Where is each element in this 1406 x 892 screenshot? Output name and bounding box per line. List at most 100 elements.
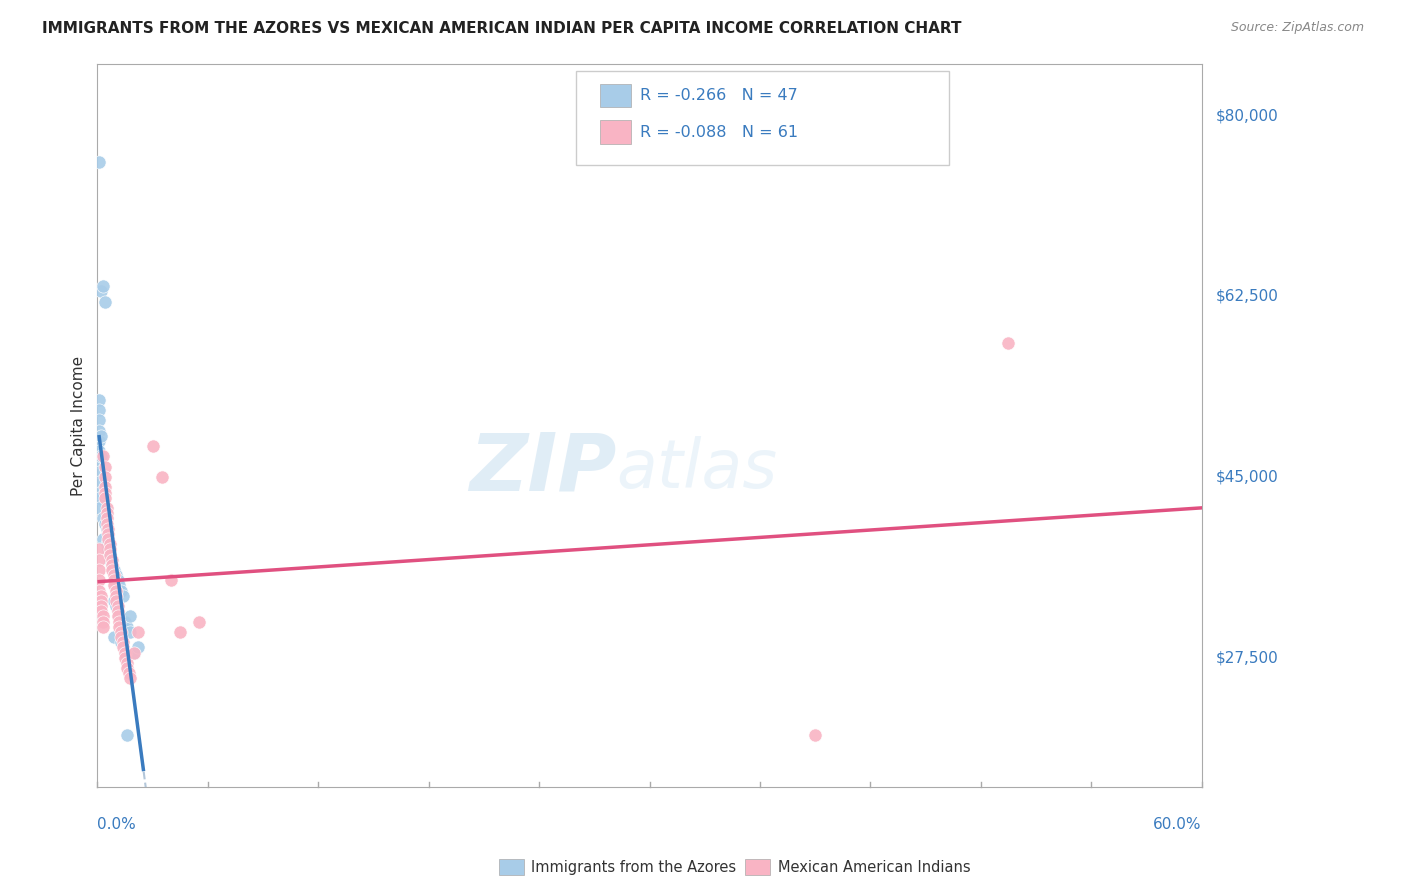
Point xyxy=(110,583,132,598)
Point xyxy=(96,516,118,531)
Point xyxy=(89,485,111,500)
Point xyxy=(127,640,149,655)
Point xyxy=(187,615,209,629)
Point xyxy=(97,527,120,541)
Point xyxy=(114,650,136,665)
Y-axis label: Per Capita Income: Per Capita Income xyxy=(72,355,86,496)
Point xyxy=(98,542,121,557)
Point xyxy=(127,624,149,639)
Text: R = -0.088   N = 61: R = -0.088 N = 61 xyxy=(640,125,797,139)
Point xyxy=(101,558,124,572)
Point xyxy=(103,568,125,582)
Point xyxy=(104,568,127,582)
Point xyxy=(117,666,139,681)
Point xyxy=(107,609,129,624)
Point xyxy=(89,424,111,438)
Point xyxy=(89,542,111,557)
Text: $45,000: $45,000 xyxy=(1216,469,1278,484)
Text: IMMIGRANTS FROM THE AZORES VS MEXICAN AMERICAN INDIAN PER CAPITA INCOME CORRELAT: IMMIGRANTS FROM THE AZORES VS MEXICAN AM… xyxy=(42,21,962,36)
Point xyxy=(89,444,111,458)
Point xyxy=(89,583,111,598)
Point xyxy=(89,413,111,427)
Point xyxy=(90,284,112,298)
Point xyxy=(114,646,136,660)
Point xyxy=(997,335,1019,350)
Point xyxy=(98,548,121,562)
Point xyxy=(98,552,121,566)
Point xyxy=(93,485,115,500)
Point xyxy=(160,574,183,588)
Point xyxy=(108,609,131,624)
Point xyxy=(107,604,129,618)
Point xyxy=(89,475,111,490)
Point xyxy=(108,615,131,629)
Text: ZIP: ZIP xyxy=(470,430,616,508)
Text: 0.0%: 0.0% xyxy=(97,817,136,832)
Point xyxy=(112,635,135,649)
Point xyxy=(115,620,138,634)
Point xyxy=(97,542,120,557)
Text: R = -0.266   N = 47: R = -0.266 N = 47 xyxy=(640,88,797,103)
Point xyxy=(93,459,115,474)
Point xyxy=(93,491,115,505)
Text: atlas: atlas xyxy=(616,436,778,502)
Point xyxy=(115,728,138,742)
Point xyxy=(91,450,114,464)
Point xyxy=(107,574,129,588)
Point xyxy=(91,511,114,525)
Point xyxy=(103,578,125,592)
Point xyxy=(122,646,145,660)
Point xyxy=(804,728,827,742)
Point xyxy=(89,434,111,448)
Point xyxy=(89,465,111,479)
Point xyxy=(112,589,135,603)
Point xyxy=(101,552,124,566)
Point xyxy=(103,630,125,644)
Text: $62,500: $62,500 xyxy=(1216,289,1278,304)
Point xyxy=(112,640,135,655)
Point xyxy=(90,429,112,443)
Point xyxy=(89,501,111,516)
Point xyxy=(103,574,125,588)
Point xyxy=(96,506,118,520)
Point xyxy=(108,620,131,634)
Point xyxy=(91,620,114,634)
Point xyxy=(110,635,132,649)
Point xyxy=(104,599,127,614)
Point xyxy=(91,532,114,546)
Point xyxy=(96,537,118,551)
Point xyxy=(103,594,125,608)
Point xyxy=(150,470,173,484)
Point xyxy=(89,392,111,407)
Point xyxy=(91,609,114,624)
Point xyxy=(142,439,165,453)
Point xyxy=(97,527,120,541)
Point xyxy=(107,604,129,618)
Point xyxy=(93,294,115,309)
Point xyxy=(93,480,115,494)
Point xyxy=(90,599,112,614)
Point xyxy=(101,558,124,572)
Point xyxy=(115,656,138,670)
Point xyxy=(103,563,125,577)
Point xyxy=(110,630,132,644)
Point xyxy=(97,522,120,536)
Point xyxy=(89,552,111,566)
Point xyxy=(120,624,142,639)
Point xyxy=(90,594,112,608)
Point xyxy=(89,403,111,417)
Point xyxy=(120,609,142,624)
Point xyxy=(108,578,131,592)
Point xyxy=(98,537,121,551)
Point xyxy=(93,516,115,531)
Point xyxy=(104,589,127,603)
Point xyxy=(89,563,111,577)
Point xyxy=(89,491,111,505)
Point xyxy=(89,574,111,588)
Point xyxy=(97,532,120,546)
Text: Immigrants from the Azores: Immigrants from the Azores xyxy=(531,860,737,874)
Point xyxy=(91,615,114,629)
Point xyxy=(104,594,127,608)
Point xyxy=(115,661,138,675)
Point xyxy=(90,589,112,603)
